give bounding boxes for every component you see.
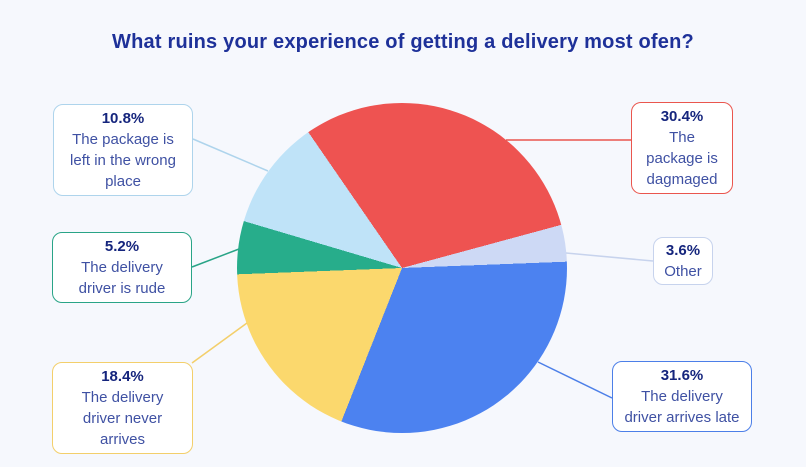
callout-label: The delivery driver is rude bbox=[78, 259, 166, 297]
callout-package-damaged: 30.4% The package is dagmaged bbox=[631, 102, 733, 194]
connector-line-rude bbox=[191, 248, 240, 268]
callout-driver-never-arrives: 18.4% The delivery driver never arrives bbox=[52, 362, 193, 454]
callout-label: The package is left in the wrong place bbox=[70, 131, 176, 190]
callout-other: 3.6% Other bbox=[653, 237, 713, 285]
callout-percentage: 5.2% bbox=[104, 238, 140, 255]
connector-line-arrives-late bbox=[537, 361, 613, 399]
pie-chart bbox=[237, 103, 567, 433]
callout-driver-rude: 5.2% The delivery driver is rude bbox=[52, 232, 192, 303]
callout-percentage: 18.4% bbox=[101, 368, 144, 385]
callout-percentage: 10.8% bbox=[101, 110, 145, 127]
callout-label: The delivery driver arrives late bbox=[624, 388, 740, 426]
callout-label: Other bbox=[664, 263, 702, 280]
callout-percentage: 30.4% bbox=[660, 108, 704, 125]
callout-driver-arrives-late: 31.6% The delivery driver arrives late bbox=[612, 361, 752, 432]
callout-percentage: 31.6% bbox=[660, 367, 704, 384]
connector-line-other bbox=[565, 252, 654, 262]
connector-line-wrong-place bbox=[192, 138, 269, 172]
callout-package-wrong-place: 10.8% The package is left in the wrong p… bbox=[53, 104, 193, 196]
connector-line-never-arrives bbox=[191, 322, 248, 364]
callout-label: The delivery driver never arrives bbox=[81, 389, 164, 448]
chart-title: What ruins your experience of getting a … bbox=[112, 31, 694, 53]
callout-percentage: 3.6% bbox=[665, 242, 701, 259]
callout-label: The package is dagmaged bbox=[646, 129, 718, 188]
